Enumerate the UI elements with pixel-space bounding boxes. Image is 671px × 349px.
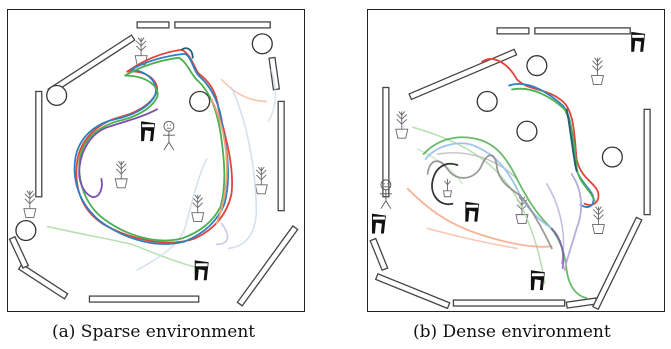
pillar-icon [601, 146, 623, 168]
sparse-environment-map [8, 21, 299, 307]
plant-icon [134, 37, 148, 66]
pillar-icon [189, 90, 211, 112]
chair-icon [631, 31, 646, 52]
pillar-icon [526, 55, 548, 77]
wall [452, 299, 566, 307]
wall [374, 273, 451, 310]
walls [8, 21, 299, 307]
panel-dense-environment [367, 9, 665, 312]
caption-dense-environment: (b) Dense environment [413, 322, 611, 342]
pillar-icon [251, 33, 273, 55]
wall [88, 295, 200, 303]
plant-icon [591, 206, 605, 234]
wall [592, 216, 643, 311]
wall [236, 225, 299, 307]
chair-icon [371, 213, 386, 234]
plant-icon [442, 178, 452, 198]
dense-environment-map [369, 27, 651, 311]
wall [35, 90, 43, 198]
wall [408, 48, 518, 101]
plant-icon [23, 190, 37, 219]
wall [496, 27, 530, 35]
pillar-icon [15, 219, 37, 242]
wall [8, 235, 30, 269]
wall [534, 27, 631, 35]
walls [369, 27, 651, 311]
plant-icon [590, 57, 604, 85]
chair-icon [530, 270, 545, 291]
wall [136, 21, 170, 29]
wall [643, 108, 651, 216]
person-icon [162, 120, 175, 151]
plant-icon [114, 160, 128, 189]
chair-icon [194, 260, 209, 281]
panel-sparse-environment [7, 9, 305, 312]
caption-sparse-environment: (a) Sparse environment [52, 322, 256, 342]
wall [277, 100, 285, 212]
plant-icon [395, 111, 409, 139]
pillar-icon [476, 90, 498, 112]
wall [174, 21, 271, 29]
chair-icon [465, 201, 480, 222]
plant-icon [254, 166, 268, 195]
wall [268, 56, 281, 91]
pillar-icon [516, 120, 538, 142]
plant-icon [191, 194, 205, 223]
pillar-icon [46, 84, 68, 107]
person-icon [379, 179, 392, 209]
wall [17, 263, 69, 300]
wall [565, 297, 598, 309]
wall [369, 237, 389, 272]
chair-icon [141, 121, 156, 142]
wall [47, 34, 136, 96]
